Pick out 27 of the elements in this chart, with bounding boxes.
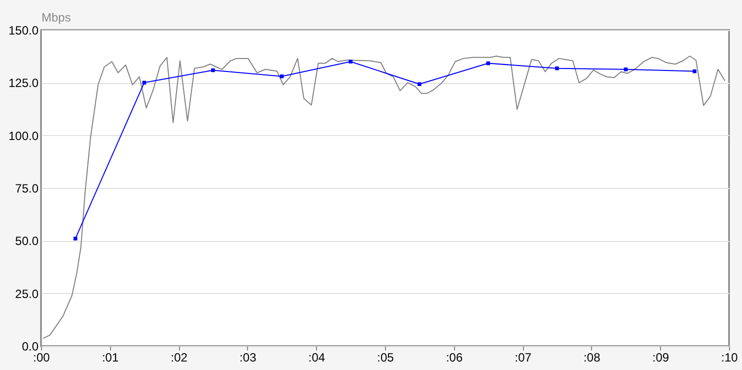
y-tick-label: 25.0 [15,286,39,301]
y-tick-label: 150.0 [8,24,39,38]
point [624,68,628,72]
y-tick-label: 75.0 [15,182,39,196]
point [418,82,422,86]
x-tick-label: :10 [721,350,738,364]
x-tick-label: :05 [377,350,394,364]
y-tick-label: 125.0 [8,76,39,90]
y-axis-title: Mbps [42,10,71,24]
x-tick-label: :04 [308,350,326,364]
x-tick-label: :01 [102,350,119,364]
y-tick-label: 50.0 [15,234,39,248]
x-tick-label: :00 [33,350,50,364]
x-tick-label: :07 [514,350,532,364]
point [74,236,78,240]
point [692,69,696,74]
x-tick-label: :09 [652,350,670,364]
point [348,60,352,64]
x-tick-label: :08 [584,350,601,364]
y-tick-label: 0.0 [22,340,39,354]
y-tick-label: 100.0 [8,128,39,143]
x-tick-label: :03 [240,350,257,364]
x-tick-label: :06 [446,350,463,364]
x-tick-label: :02 [170,350,188,364]
point [555,66,559,70]
point [211,68,215,72]
line-series [42,56,726,339]
